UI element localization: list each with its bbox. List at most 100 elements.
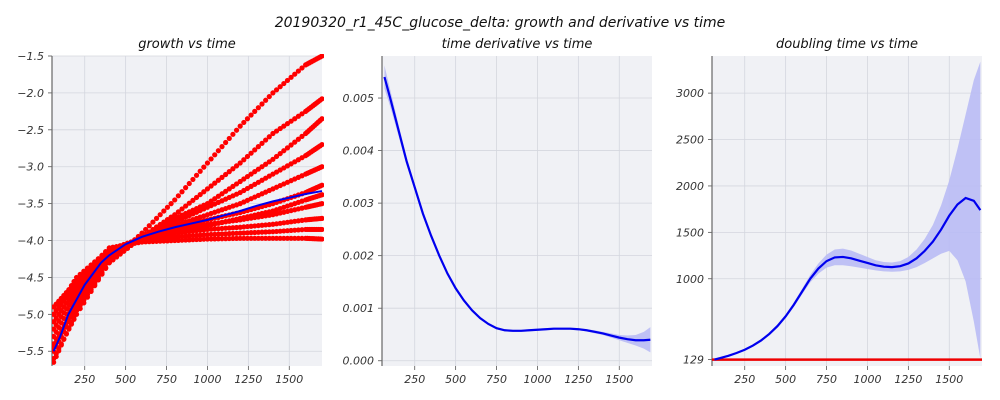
scatter-point	[95, 256, 101, 262]
scatter-point	[68, 283, 75, 289]
scatter-point	[223, 236, 229, 242]
fit-line	[52, 190, 323, 352]
scatter-point	[319, 182, 324, 188]
panel-title: time derivative vs time	[442, 37, 593, 52]
scatter-point	[58, 299, 64, 305]
y-tick-label: 129	[683, 354, 704, 367]
scatter-point	[146, 223, 152, 229]
scatter-point	[215, 148, 221, 154]
x-tick-label: 250	[734, 373, 755, 386]
scatter-point	[295, 136, 301, 142]
plot-area	[382, 56, 652, 366]
scatter-point	[223, 139, 229, 146]
scatter-point	[226, 135, 232, 142]
data-layer	[383, 65, 651, 353]
scatter-point	[277, 125, 283, 132]
scatter-point	[193, 172, 200, 178]
scatter-point	[263, 161, 269, 167]
scatter-point	[226, 169, 232, 175]
panel-1: growth vs time 250 500 750 1000 1250 1500 −5.5 −…	[17, 37, 324, 386]
y-tick-label: −3.5	[17, 198, 44, 211]
scatter-point	[299, 133, 305, 139]
data-layer	[712, 61, 982, 361]
y-tick-label: −1.5	[17, 50, 44, 63]
scatter-point	[284, 145, 291, 151]
x-tick-label: 500	[115, 373, 136, 386]
scatter-point	[52, 333, 57, 340]
scatter-point	[295, 68, 301, 74]
scatter-point	[215, 236, 221, 242]
scatter-point	[259, 101, 265, 107]
scatter-point	[208, 198, 214, 204]
y-tick-label: 0.001	[343, 302, 375, 315]
scatter-point	[201, 189, 207, 195]
scatter-point	[288, 74, 294, 80]
scatter-point	[237, 178, 243, 185]
scatter-point	[266, 134, 272, 140]
scatter-point	[288, 235, 294, 241]
scatter-point	[266, 235, 272, 241]
scatter-point	[215, 193, 221, 199]
scatter-point	[208, 183, 214, 189]
y-tick-label: 0.000	[343, 355, 375, 368]
scatter-point	[319, 141, 324, 148]
scatter-point	[56, 303, 62, 309]
scatter-point	[193, 194, 200, 201]
scatter-point	[263, 97, 269, 103]
scatter-point	[208, 156, 214, 162]
scatter-point	[273, 128, 280, 134]
scatter-point	[248, 171, 254, 177]
scatter-point	[204, 160, 211, 166]
scatter-point	[161, 208, 167, 214]
scatter-point	[230, 235, 236, 242]
scatter-point	[164, 204, 171, 210]
scatter-point	[233, 163, 240, 169]
x-tick-label: 500	[775, 373, 796, 386]
scatter-point	[233, 127, 240, 133]
scatter-point	[281, 148, 287, 154]
scatter-point	[270, 235, 276, 241]
scatter-point	[319, 236, 324, 242]
y-tick-label: 1000	[676, 273, 704, 286]
scatter-point	[237, 235, 243, 241]
scatter-point	[288, 118, 294, 124]
scatter-point	[212, 152, 218, 158]
scatter-point	[81, 274, 87, 281]
series-line	[714, 196, 982, 361]
scatter-point	[175, 209, 181, 215]
scatter-point	[255, 105, 261, 111]
panel-3: doubling time vs time 250 500 750 1000 1250 15…	[676, 37, 982, 386]
scatter-point	[150, 219, 156, 225]
scatter-point	[281, 80, 287, 87]
scatter-point	[219, 191, 225, 197]
scatter-point	[241, 235, 247, 241]
x-tick-label: 250	[74, 373, 95, 386]
y-tick-label: 1500	[676, 226, 704, 239]
scatter-point	[88, 262, 94, 268]
scatter-point	[255, 235, 261, 241]
scatter-point	[52, 356, 57, 362]
y-tick-label: 0.005	[343, 92, 375, 105]
scatter-point	[248, 235, 254, 241]
scatter-point	[270, 156, 276, 162]
scatter-point	[273, 153, 280, 160]
scatter-point	[172, 197, 178, 203]
scatter-point	[233, 235, 240, 241]
scatter-point	[237, 123, 243, 129]
scatter-point	[197, 168, 203, 174]
scatter-point	[292, 71, 298, 77]
scatter-point	[143, 226, 149, 233]
scatter-point	[186, 200, 192, 206]
y-tick-label: −2.5	[17, 124, 44, 137]
scatter-point	[52, 326, 57, 332]
series-line	[383, 76, 651, 342]
scatter-point	[197, 191, 203, 198]
scatter-point	[168, 201, 174, 207]
scatter-point	[299, 65, 305, 71]
scatter-point	[292, 139, 298, 145]
scatter-point	[230, 166, 236, 172]
y-tick-label: 2500	[676, 134, 704, 147]
scatter-point	[226, 186, 232, 192]
scatter-point	[103, 249, 109, 256]
